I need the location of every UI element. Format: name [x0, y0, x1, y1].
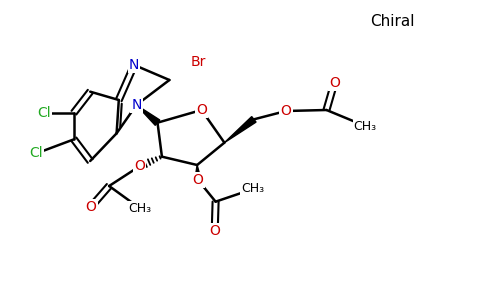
- Text: N: N: [131, 98, 142, 112]
- Text: CH₃: CH₃: [242, 182, 265, 196]
- Text: Cl: Cl: [30, 146, 44, 160]
- Polygon shape: [225, 117, 256, 143]
- Text: CH₃: CH₃: [354, 119, 377, 133]
- Text: Br: Br: [190, 55, 206, 69]
- Text: CH₃: CH₃: [128, 202, 151, 215]
- Text: O: O: [329, 76, 340, 90]
- Text: N: N: [129, 58, 139, 72]
- Text: O: O: [86, 200, 96, 214]
- Text: Cl: Cl: [37, 106, 51, 120]
- Text: O: O: [281, 104, 291, 118]
- Text: O: O: [193, 173, 203, 187]
- Text: O: O: [209, 224, 220, 238]
- Text: O: O: [196, 103, 207, 117]
- Polygon shape: [195, 165, 201, 180]
- Text: O: O: [135, 159, 145, 173]
- Polygon shape: [136, 105, 160, 125]
- Text: Chiral: Chiral: [370, 14, 414, 29]
